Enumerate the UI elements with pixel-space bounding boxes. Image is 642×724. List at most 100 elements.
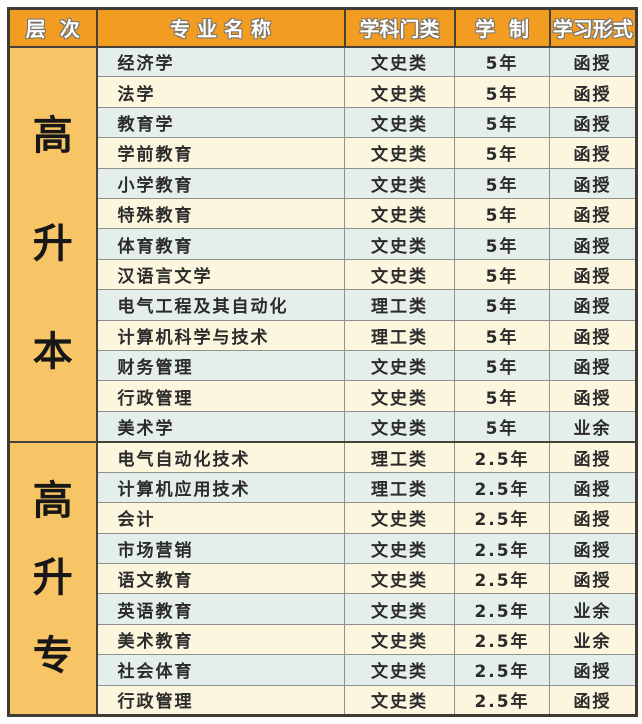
format-cell: 函授 [549,106,637,139]
category-cell: 理工类 [344,471,455,504]
major-cell: 学前教育 [96,137,345,169]
major-cell: 美术学 [96,410,345,443]
major-cell: 美术教育 [96,623,345,656]
category-cell: 文史类 [344,258,455,291]
major-cell: 英语教育 [96,593,345,625]
level-char: 本 [32,329,73,376]
header-major: 专 业 名 称 [95,7,346,48]
table-row: 高升专电气自动化技术 理工类 2.5年 函授 [7,440,637,717]
table-row: 行政管理 文史类 2.5年 函授 [9,684,637,717]
duration-cell: 2.5年 [454,623,550,656]
category-cell: 文史类 [344,654,455,686]
duration-cell: 5年 [454,76,550,108]
format-cell: 函授 [549,684,637,717]
table-row: 教育学 文史类 5年 函授 [9,106,637,139]
format-cell: 函授 [549,137,637,169]
category-cell: 文史类 [344,380,455,412]
format-cell: 函授 [549,350,637,382]
category-cell: 文史类 [344,684,455,717]
major-cell: 经济学 [96,45,345,78]
level-char: 专 [32,633,73,680]
format-cell: 业余 [549,410,637,443]
duration-cell: 5年 [454,258,550,291]
duration-cell: 5年 [454,410,550,443]
major-cell: 汉语言文学 [96,258,345,291]
level-char: 升 [32,221,73,268]
category-cell: 文史类 [344,502,455,534]
category-cell: 文史类 [344,593,455,625]
category-cell: 理工类 [344,319,455,352]
major-cell: 电气工程及其自动化 [96,289,345,321]
category-cell: 理工类 [344,289,455,321]
level-label: 高升专 [10,443,96,714]
category-cell: 文史类 [344,167,455,200]
table-row: 社会体育 文史类 2.5年 函授 [9,654,637,686]
table-row: 市场营销 文史类 2.5年 函授 [9,532,637,564]
table-row: 学前教育 文史类 5年 函授 [9,137,637,169]
format-cell: 函授 [549,471,637,504]
category-cell: 文史类 [344,350,455,382]
duration-cell: 2.5年 [454,440,550,473]
format-cell: 函授 [549,380,637,412]
major-cell: 特殊教育 [96,198,345,230]
category-cell: 文史类 [344,410,455,443]
header-row: 层 次 专 业 名 称 学科门类 学 制 学习形式 [7,7,638,48]
category-cell: 文史类 [344,623,455,656]
duration-cell: 5年 [454,45,550,78]
duration-cell: 2.5年 [454,471,550,504]
format-cell: 函授 [549,45,637,78]
major-cell: 社会体育 [96,654,345,686]
major-cell: 法学 [96,76,345,108]
table-row: 体育教育 文史类 5年 函授 [9,228,637,260]
duration-cell: 5年 [454,319,550,352]
duration-cell: 5年 [454,106,550,139]
table-row: 计算机应用技术 理工类 2.5年 函授 [9,471,637,504]
header-category: 学科门类 [343,7,456,48]
format-cell: 函授 [549,228,637,260]
format-cell: 函授 [549,167,637,200]
format-cell: 函授 [549,502,637,534]
level-char: 高 [32,112,73,159]
duration-cell: 5年 [454,137,550,169]
category-cell: 文史类 [344,137,455,169]
table-row: 会计 文史类 2.5年 函授 [9,502,637,534]
major-cell: 计算机应用技术 [96,471,345,504]
major-cell: 行政管理 [96,380,345,412]
table-row: 特殊教育 文史类 5年 函授 [9,198,637,230]
major-cell: 市场营销 [96,532,345,564]
duration-cell: 2.5年 [454,593,550,625]
category-cell: 理工类 [344,440,455,473]
table-row: 语文教育 文史类 2.5年 函授 [9,562,637,595]
category-cell: 文史类 [344,532,455,564]
level-cell: 高升本 [7,45,98,443]
level-label: 高升本 [10,48,96,441]
major-cell: 财务管理 [96,350,345,382]
category-cell: 文史类 [344,106,455,139]
table-row: 美术学 文史类 5年 业余 [9,410,637,443]
format-cell: 函授 [549,319,637,352]
format-cell: 函授 [549,562,637,595]
duration-cell: 5年 [454,289,550,321]
duration-cell: 2.5年 [454,684,550,717]
table-row: 高升本经济学 文史类 5年 函授 [7,45,637,443]
category-cell: 文史类 [344,228,455,260]
major-cell: 体育教育 [96,228,345,260]
category-cell: 文史类 [344,198,455,230]
duration-cell: 2.5年 [454,562,550,595]
duration-cell: 5年 [454,198,550,230]
format-cell: 函授 [549,198,637,230]
table-header: 层 次 专 业 名 称 学科门类 学 制 学习形式 [7,7,638,48]
table-row: 小学教育 文史类 5年 函授 [9,167,637,200]
admission-programs-table: 层 次 专 业 名 称 学科门类 学 制 学习形式 高升本经济学 文史类 5年 函授法… [7,7,638,717]
duration-cell: 5年 [454,380,550,412]
level-char: 高 [32,477,73,524]
level-char: 升 [32,555,73,602]
table-row: 美术教育 文史类 2.5年 业余 [9,623,637,656]
category-cell: 文史类 [344,45,455,78]
table-body: 高升本经济学 文史类 5年 函授 法学 文史类 5年 函授 教育学 文史类 5年 函授 学前教育 文史类 5… [7,45,637,717]
table-row: 财务管理 文史类 5年 函授 [9,350,637,382]
category-cell: 文史类 [344,562,455,595]
table-row: 电气工程及其自动化 理工类 5年 函授 [9,289,637,321]
major-cell: 语文教育 [96,562,345,595]
major-cell: 计算机科学与技术 [96,319,345,352]
